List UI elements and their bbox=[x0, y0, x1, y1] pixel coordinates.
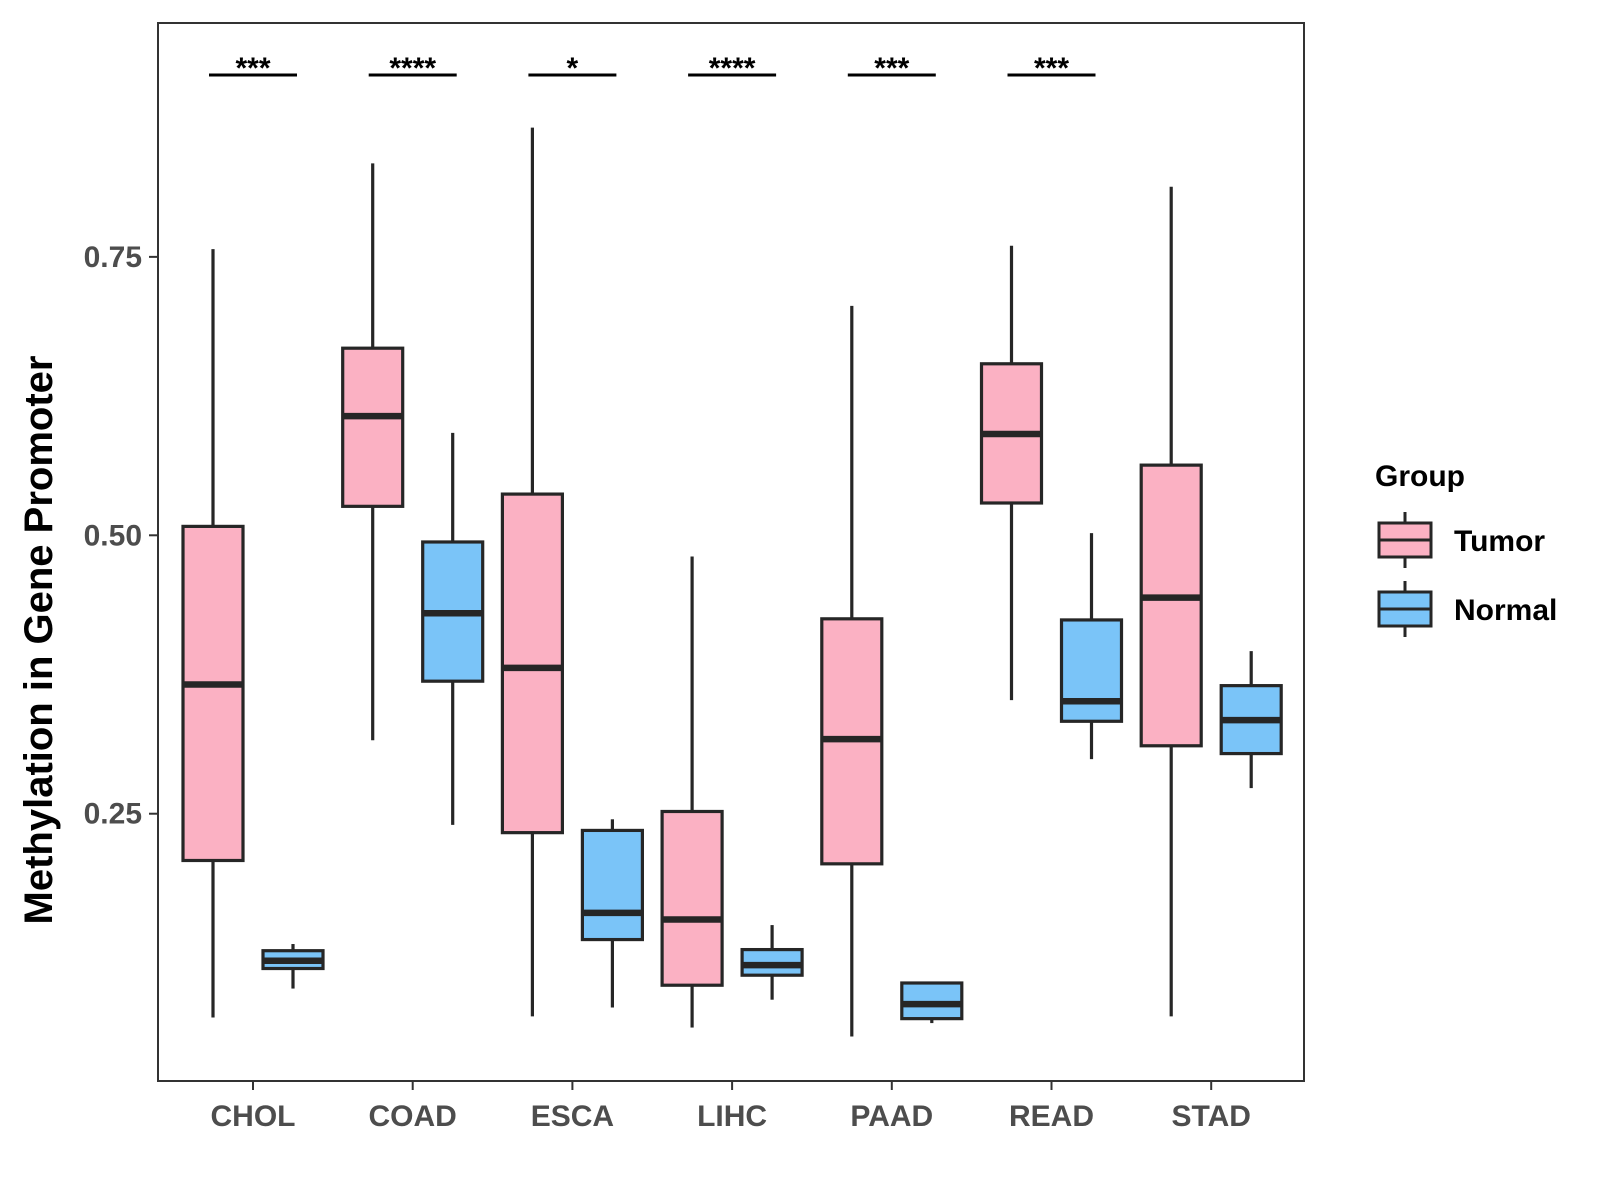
box-iqr bbox=[900, 981, 964, 1021]
box-tumor-read bbox=[979, 245, 1044, 701]
box-iqr bbox=[580, 828, 645, 942]
box-tumor-esca bbox=[500, 127, 564, 1017]
box-tumor-chol bbox=[181, 249, 245, 1018]
box-iqr bbox=[1139, 463, 1203, 748]
significance-esca: * bbox=[528, 52, 617, 85]
box-normal-coad bbox=[421, 432, 485, 825]
y-tick-label: 0.75 bbox=[84, 241, 142, 274]
legend-label: Normal bbox=[1454, 594, 1557, 627]
significance-label: *** bbox=[1034, 52, 1069, 85]
legend-entry-normal: Normal bbox=[1377, 581, 1557, 637]
legend-label: Tumor bbox=[1454, 525, 1545, 558]
significance-label: **** bbox=[709, 52, 756, 85]
legend: Group Tumor Normal bbox=[1375, 460, 1557, 637]
x-tick-label: CHOL bbox=[211, 1100, 296, 1133]
y-axis: 0.25 0.50 0.75 bbox=[84, 241, 158, 831]
x-axis: CHOL COAD ESCA LIHC PAAD READ STAD bbox=[211, 1081, 1251, 1133]
x-tick-label: READ bbox=[1009, 1100, 1094, 1133]
box-tumor-paad bbox=[820, 305, 884, 1037]
box-normal-paad bbox=[900, 981, 964, 1024]
y-tick-label: 0.25 bbox=[84, 798, 142, 831]
box-iqr bbox=[500, 492, 564, 835]
box-normal-lihc bbox=[740, 925, 804, 1000]
significance-lihc: **** bbox=[688, 52, 777, 85]
box-iqr bbox=[341, 346, 405, 508]
box-iqr bbox=[660, 809, 724, 987]
x-tick-label: LIHC bbox=[697, 1100, 767, 1133]
box-iqr bbox=[1059, 618, 1124, 723]
box-iqr bbox=[181, 524, 245, 863]
significance-label: *** bbox=[874, 52, 909, 85]
significance-chol: *** bbox=[209, 52, 297, 85]
significance-label: *** bbox=[235, 52, 270, 85]
significance-paad: *** bbox=[847, 52, 936, 85]
plot-panel-border bbox=[157, 22, 1305, 1082]
significance-read: *** bbox=[1007, 52, 1096, 85]
significance-layer: *** **** * **** *** *** bbox=[209, 52, 1096, 85]
box-normal-esca bbox=[580, 819, 645, 1008]
y-tick-label: 0.50 bbox=[84, 519, 142, 552]
significance-coad: **** bbox=[368, 52, 457, 85]
x-tick-label: COAD bbox=[369, 1100, 457, 1133]
significance-label: **** bbox=[389, 52, 436, 85]
y-axis-label: Methylation in Gene Promoter bbox=[17, 356, 61, 925]
legend-title: Group bbox=[1375, 460, 1465, 493]
box-normal-stad bbox=[1219, 651, 1283, 789]
box-tumor-coad bbox=[341, 163, 405, 741]
box-tumor-stad bbox=[1139, 186, 1203, 1017]
x-tick-label: PAAD bbox=[850, 1100, 933, 1133]
box-normal-chol bbox=[261, 944, 325, 989]
box-tumor-lihc bbox=[660, 556, 724, 1028]
x-tick-label: ESCA bbox=[531, 1100, 614, 1133]
significance-label: * bbox=[567, 52, 579, 85]
box-layer bbox=[181, 127, 1283, 1037]
x-tick-label: STAD bbox=[1171, 1100, 1250, 1133]
box-normal-read bbox=[1059, 533, 1124, 760]
legend-entry-tumor: Tumor bbox=[1377, 512, 1545, 568]
